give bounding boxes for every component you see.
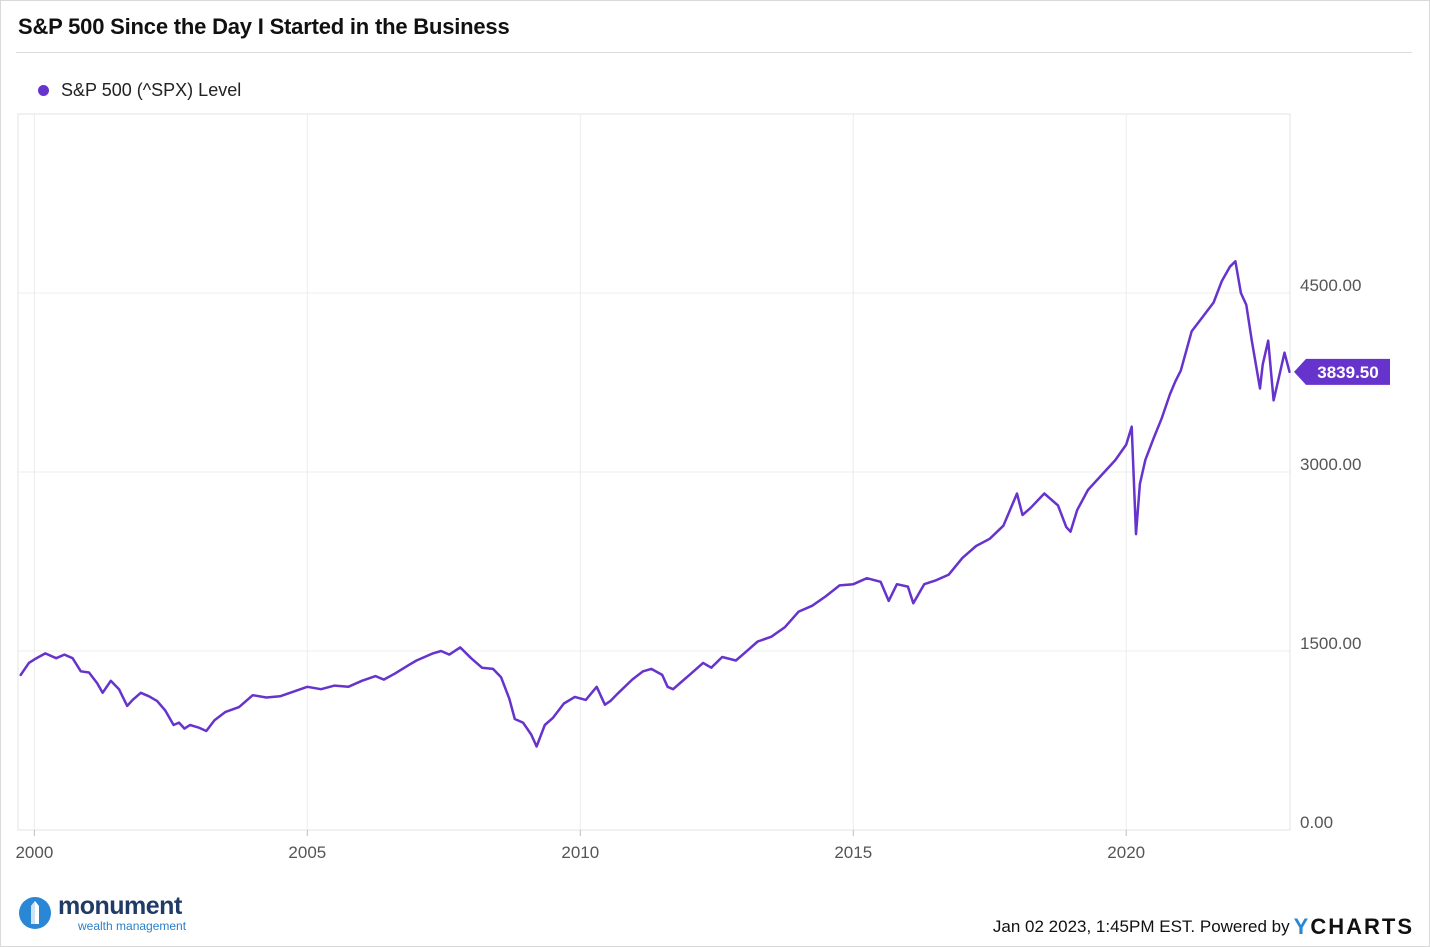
- legend[interactable]: S&P 500 (^SPX) Level: [38, 80, 241, 101]
- monument-logo-icon: [19, 897, 51, 929]
- legend-marker: [38, 85, 49, 96]
- x-tick-label: 2015: [834, 843, 872, 862]
- last-value-label: 3839.50: [1317, 363, 1378, 382]
- timestamp-text: Jan 02 2023, 1:45PM EST. Powered by: [992, 917, 1290, 936]
- footer-attribution: Jan 02 2023, 1:45PM EST. Powered by YCHA…: [993, 914, 1414, 940]
- x-tick-label: 2020: [1107, 843, 1145, 862]
- x-tick-label: 2005: [288, 843, 326, 862]
- ycharts-logo-text: CHARTS: [1310, 914, 1414, 939]
- y-tick-label: 4500.00: [1300, 276, 1361, 295]
- ycharts-logo-y: Y: [1293, 914, 1311, 939]
- brand-name: monument: [58, 892, 182, 920]
- last-value-badge: [1294, 358, 1390, 385]
- ycharts-logo[interactable]: YCHARTS: [1294, 914, 1414, 940]
- x-tick-label: 2010: [561, 843, 599, 862]
- series-line-sp500: [19, 260, 1291, 748]
- x-tick-label: 2000: [15, 843, 53, 862]
- y-tick-label: 3000.00: [1300, 455, 1361, 474]
- legend-label: S&P 500 (^SPX) Level: [61, 80, 242, 100]
- y-tick-label: 1500.00: [1300, 634, 1361, 653]
- title-divider: [16, 52, 1412, 53]
- brand-logo: monument wealth management: [18, 894, 186, 932]
- chart-title: S&P 500 Since the Day I Started in the B…: [18, 14, 510, 39]
- brand-tagline: wealth management: [78, 919, 187, 933]
- y-tick-label: 0.00: [1300, 813, 1333, 832]
